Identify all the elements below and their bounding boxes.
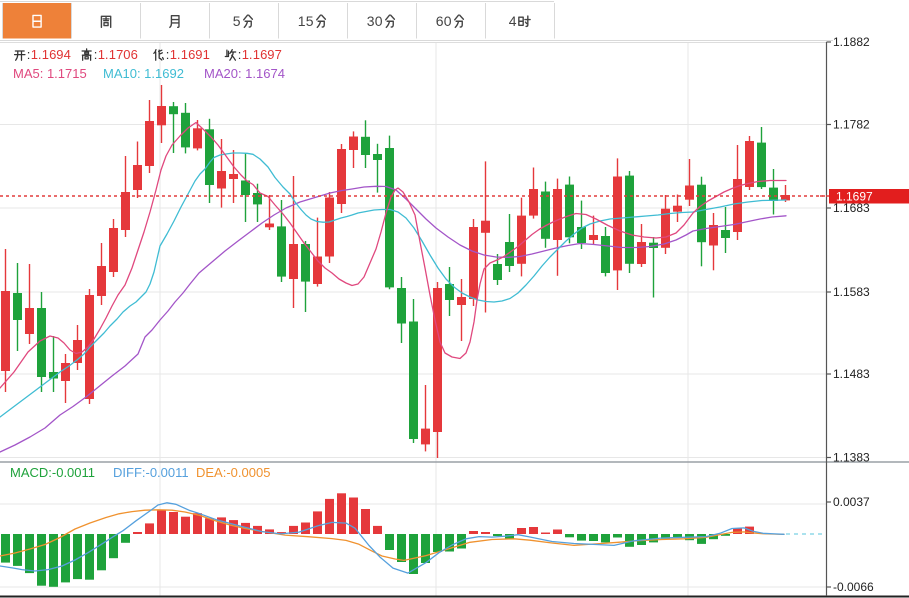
svg-text:7: 7 <box>275 47 282 62</box>
svg-text:1: 1 <box>109 47 116 62</box>
svg-text:1: 1 <box>253 47 260 62</box>
svg-text:9: 9 <box>267 47 274 62</box>
svg-text:6: 6 <box>49 47 56 62</box>
svg-text:1.1782: 1.1782 <box>833 118 870 132</box>
svg-text:6: 6 <box>188 47 195 62</box>
svg-text:0: 0 <box>375 13 383 29</box>
svg-text::: : <box>94 47 98 62</box>
svg-text:4: 4 <box>509 13 517 29</box>
svg-text:3: 3 <box>367 13 375 29</box>
svg-text:.: . <box>38 47 42 62</box>
svg-text:MA5: 1.1715: MA5: 1.1715 <box>13 66 87 81</box>
svg-text:.: . <box>249 47 253 62</box>
svg-text:9: 9 <box>195 47 202 62</box>
svg-text:.: . <box>105 47 109 62</box>
svg-text:0: 0 <box>444 13 452 29</box>
svg-text:.: . <box>177 47 181 62</box>
svg-text:5: 5 <box>233 13 241 29</box>
svg-text:6: 6 <box>260 47 267 62</box>
svg-text:-0.0066: -0.0066 <box>833 580 874 594</box>
svg-text:1.1683: 1.1683 <box>833 201 870 215</box>
svg-text:0.0037: 0.0037 <box>833 495 870 509</box>
svg-text:1.1882: 1.1882 <box>833 35 870 49</box>
svg-text::: : <box>27 47 31 62</box>
svg-text:6: 6 <box>131 47 138 62</box>
svg-text:1: 1 <box>31 47 38 62</box>
svg-text:0: 0 <box>123 47 130 62</box>
svg-text::: : <box>166 47 170 62</box>
svg-text:1: 1 <box>170 47 177 62</box>
svg-text:5: 5 <box>306 13 314 29</box>
svg-text:1.1383: 1.1383 <box>833 451 870 465</box>
svg-text:4: 4 <box>64 47 71 62</box>
svg-text:1: 1 <box>298 13 306 29</box>
svg-text:9: 9 <box>56 47 63 62</box>
svg-text:DEA:-0.0005: DEA:-0.0005 <box>196 465 270 480</box>
svg-text::: : <box>238 47 242 62</box>
svg-text:1.1697: 1.1697 <box>836 190 873 204</box>
svg-text:MA20: 1.1674: MA20: 1.1674 <box>204 66 285 81</box>
svg-text:6: 6 <box>436 13 444 29</box>
svg-text:7: 7 <box>116 47 123 62</box>
svg-text:MACD:-0.0011: MACD:-0.0011 <box>10 465 95 480</box>
svg-text:1: 1 <box>98 47 105 62</box>
svg-text:DIFF:-0.0011: DIFF:-0.0011 <box>113 465 189 480</box>
svg-text:1: 1 <box>42 47 49 62</box>
svg-text:1: 1 <box>203 47 210 62</box>
svg-text:1.1583: 1.1583 <box>833 285 870 299</box>
svg-text:1: 1 <box>242 47 249 62</box>
svg-text:1: 1 <box>181 47 188 62</box>
svg-text:MA10: 1.1692: MA10: 1.1692 <box>103 66 184 81</box>
svg-text:1.1483: 1.1483 <box>833 367 870 381</box>
